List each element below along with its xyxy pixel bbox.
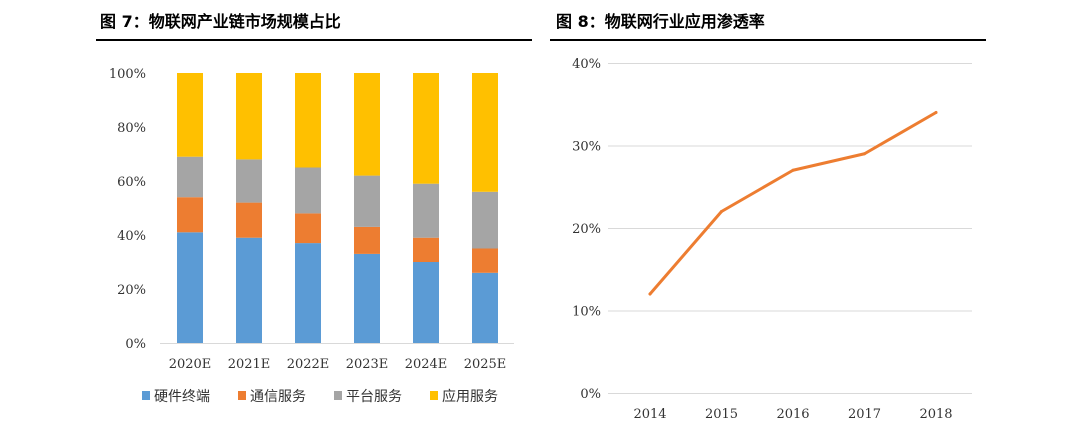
legend-label: 硬件终端: [154, 389, 210, 405]
x-tick-label: 2016: [776, 407, 809, 422]
figure-8-title: 图 8：物联网行业应用渗透率: [556, 12, 765, 31]
y-tick-label: 10%: [572, 305, 601, 320]
stacked-bar-chart: 0% 20% 40% 60% 80% 100% 2020E 2021E 2022E 2023E 20…: [109, 67, 514, 405]
x-tick-label: 2023E: [346, 357, 389, 372]
data-point: [934, 111, 938, 114]
figure-7-title: 图 7：物联网产业链市场规模占比: [100, 12, 341, 31]
data-point: [720, 210, 723, 213]
legend-swatch: [142, 391, 150, 400]
bar-segment: [413, 183, 439, 238]
bar-segment: [354, 175, 380, 227]
figure-7-title-rule: [96, 39, 532, 41]
y-tick-label: 30%: [572, 140, 601, 155]
bar-segment: [413, 73, 439, 184]
bar-segment: [354, 226, 380, 254]
bar-segment: [177, 73, 203, 157]
bar-segment: [413, 237, 439, 262]
bar-segment: [236, 159, 262, 203]
legend-swatch: [334, 391, 342, 400]
bar-segment: [354, 73, 380, 176]
bar-segment: [177, 232, 203, 343]
legend-label: 平台服务: [346, 389, 402, 405]
x-tick-label: 2018: [919, 407, 952, 422]
x-tick-label: 2022E: [287, 357, 330, 372]
legend-swatch: [238, 391, 246, 400]
bar-segment: [177, 197, 203, 233]
bar-segment: [413, 262, 439, 343]
y-tick-label: 60%: [117, 175, 146, 190]
data-point: [791, 168, 795, 172]
y-tick-label: 0%: [580, 387, 601, 402]
bar-segment: [177, 156, 203, 198]
bar-segment: [295, 167, 321, 214]
x-tick-label: 2024E: [405, 357, 448, 372]
figure-8-panel: 图 8：物联网行业应用渗透率 0% 10% 20% 30% 40% 2014 2015 201…: [540, 0, 1072, 434]
x-tick-label: 2017: [848, 407, 881, 422]
y-tick-label: 20%: [117, 283, 146, 298]
y-tick-label: 40%: [572, 57, 601, 72]
bar-segment: [236, 73, 262, 160]
x-tick-label: 2014: [633, 407, 666, 422]
data-point: [863, 152, 866, 156]
x-tick-label: 2021E: [228, 357, 271, 372]
legend-label: 通信服务: [250, 389, 306, 405]
y-tick-label: 40%: [117, 229, 146, 244]
bar-segment: [472, 248, 498, 273]
legend-label: 应用服务: [442, 388, 498, 405]
bar-segment: [236, 237, 262, 343]
series-line: [648, 111, 938, 296]
figure-8-title-rule: [550, 39, 986, 41]
bar-segment: [472, 73, 498, 192]
data-point: [648, 292, 652, 296]
line-chart: 0% 10% 20% 30% 40% 2014 2015 2016 2017 2018: [572, 57, 972, 422]
bar-segment: [236, 202, 262, 238]
y-tick-label: 0%: [125, 337, 146, 352]
figure-7-panel: 图 7：物联网产业链市场规模占比 0% 20% 40% 60% 80% 100% 2020E…: [96, 12, 532, 405]
x-tick-label: 2015: [705, 407, 738, 422]
bar-segment: [472, 191, 498, 249]
y-tick-label: 80%: [117, 121, 146, 136]
bar-segment: [354, 253, 380, 343]
bar-segment: [472, 272, 498, 343]
bar-segment: [295, 73, 321, 168]
x-tick-label: 2025E: [464, 357, 507, 372]
bar-segment: [295, 243, 321, 343]
y-tick-label: 100%: [109, 67, 146, 82]
legend-swatch: [430, 391, 438, 400]
x-tick-label: 2020E: [169, 357, 212, 372]
y-tick-label: 20%: [572, 222, 601, 237]
bar-segment: [295, 213, 321, 244]
